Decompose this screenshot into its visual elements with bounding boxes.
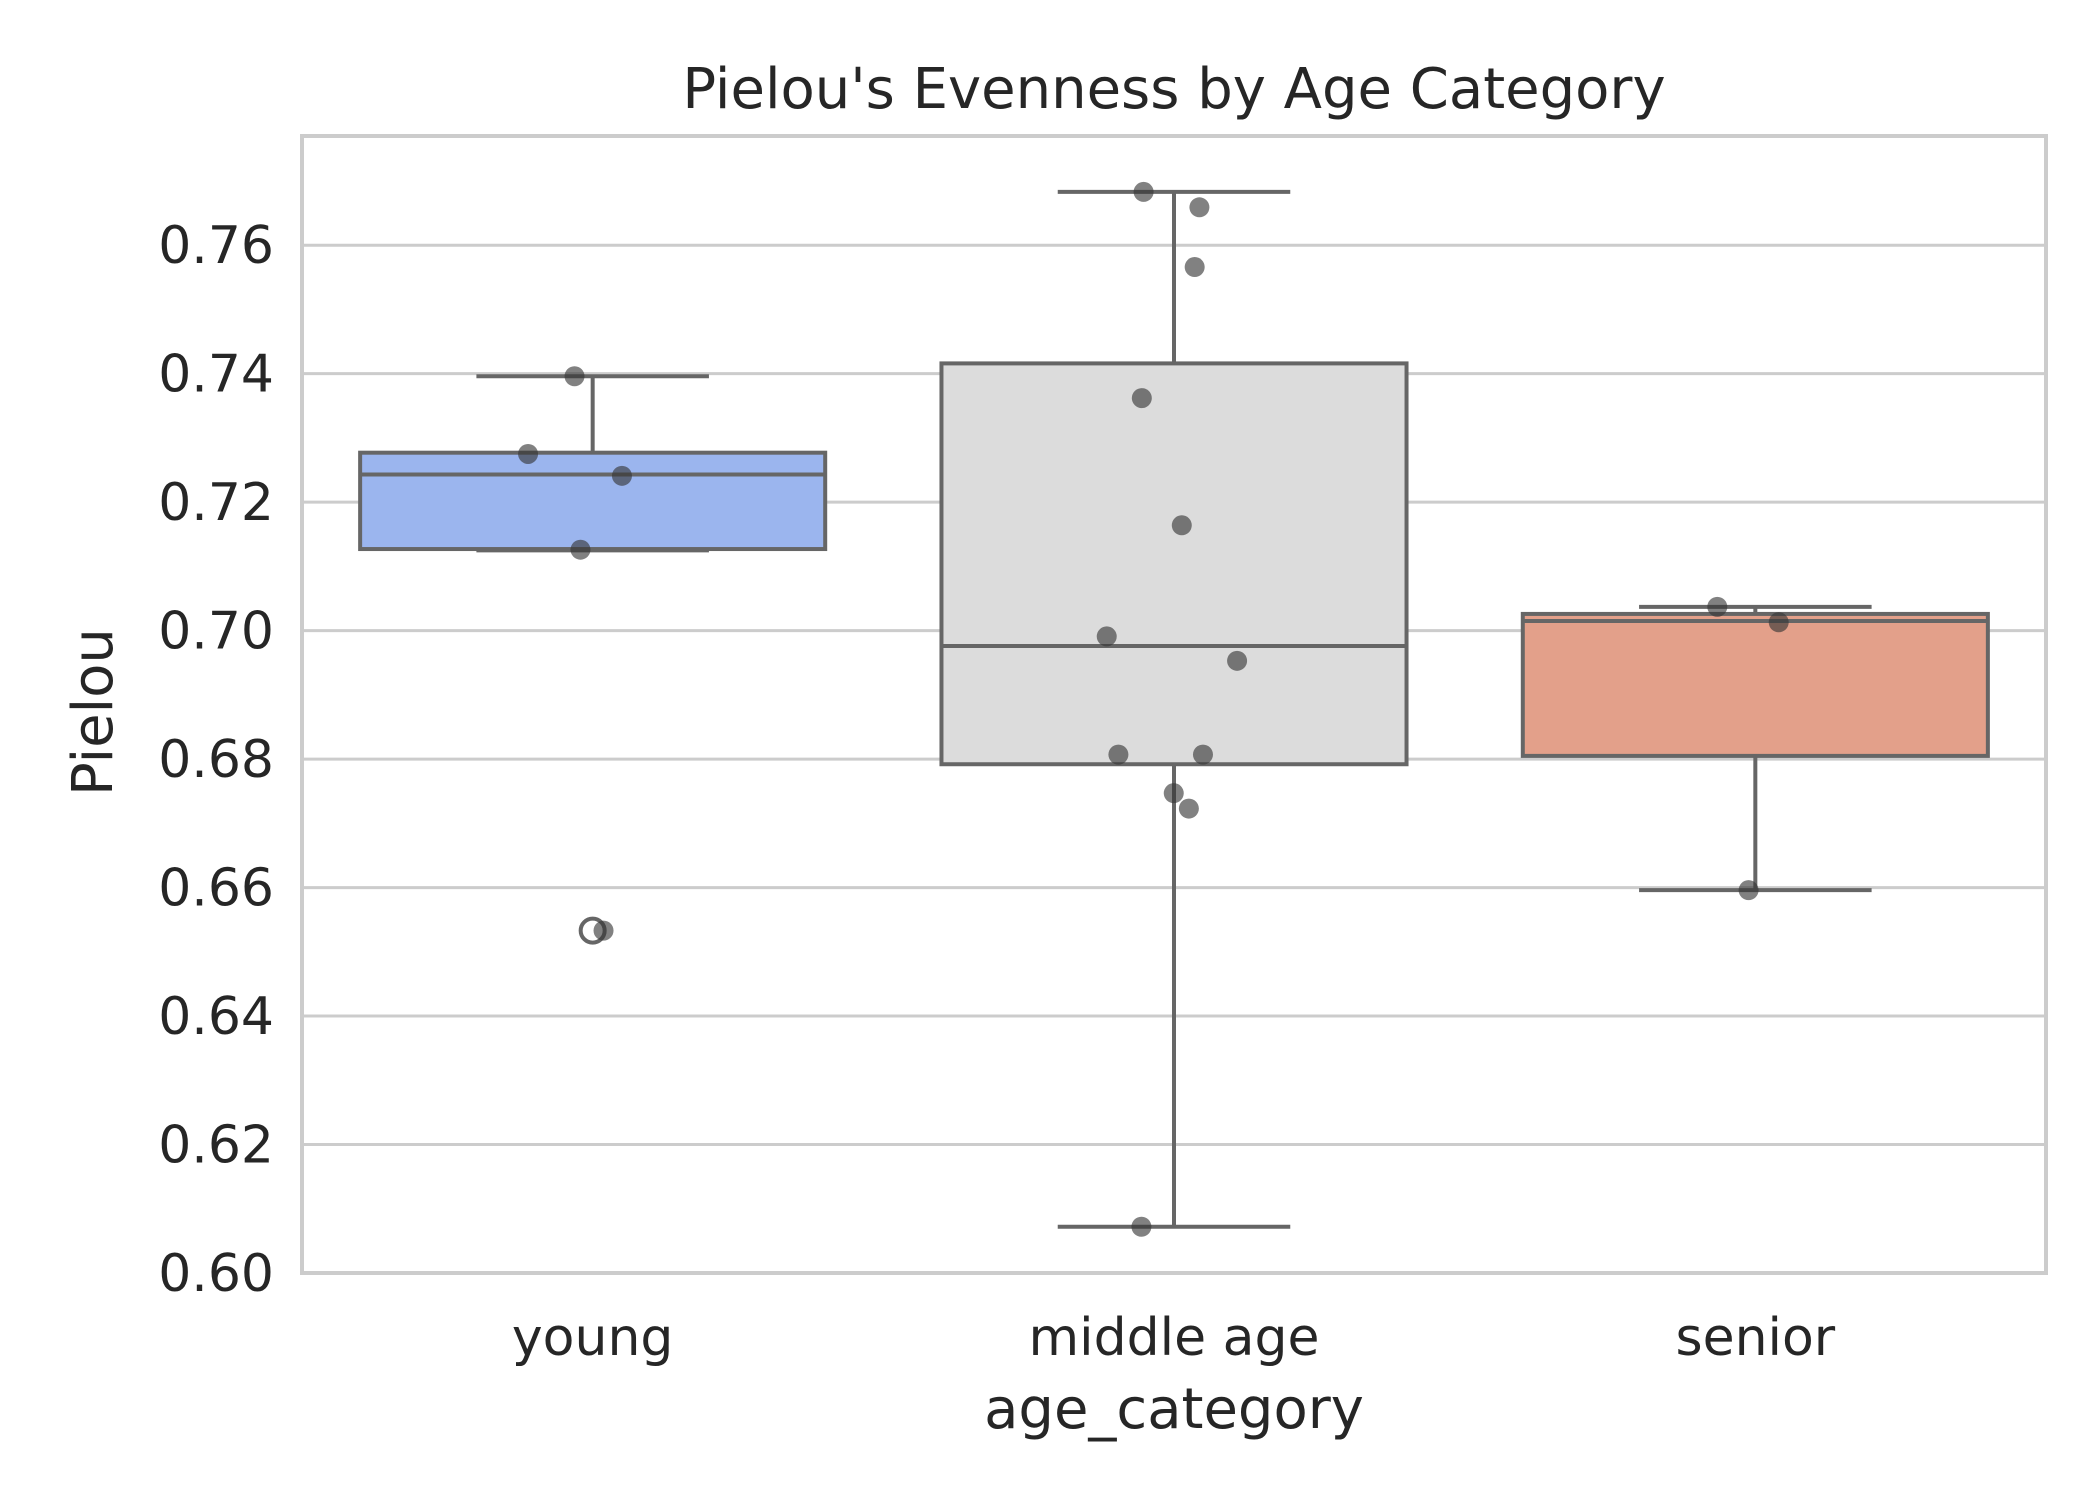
data-point xyxy=(518,443,539,464)
data-point xyxy=(1108,744,1129,765)
y-tick-label: 0.64 xyxy=(158,987,274,1047)
data-point xyxy=(1768,612,1789,633)
y-tick-label: 0.62 xyxy=(158,1116,274,1176)
data-point xyxy=(593,920,614,941)
y-tick-label: 0.72 xyxy=(158,473,274,533)
x-tick-label: senior xyxy=(1675,1308,1835,1368)
y-tick-label: 0.74 xyxy=(158,345,274,405)
data-point xyxy=(1171,515,1192,536)
data-point xyxy=(1163,783,1184,804)
data-point xyxy=(611,465,632,486)
box-group-senior xyxy=(1520,604,1990,893)
x-axis-ticks: young middle age senior xyxy=(512,1308,1836,1368)
data-point xyxy=(1178,798,1199,819)
data-point xyxy=(564,366,585,387)
data-point xyxy=(1131,388,1152,409)
x-tick-label: young xyxy=(512,1308,674,1368)
data-point xyxy=(570,539,591,560)
y-tick-label: 0.70 xyxy=(158,602,274,662)
box-group-middle-age xyxy=(939,189,1409,1229)
data-point xyxy=(1184,257,1205,278)
chart-title: Pielou's Evenness by Age Category xyxy=(682,57,1665,122)
data-point xyxy=(1707,596,1728,617)
y-tick-label: 0.68 xyxy=(158,730,274,790)
x-axis-label: age_category xyxy=(984,1377,1364,1442)
y-axis-ticks: 0.60 0.62 0.64 0.66 0.68 0.70 0.72 0.74 0.76 xyxy=(158,216,274,1304)
x-tick-label: middle age xyxy=(1029,1308,1320,1368)
data-point xyxy=(1131,1216,1152,1237)
y-axis-label: Pielou xyxy=(61,628,126,796)
strip-points xyxy=(518,181,1789,1237)
data-point xyxy=(1192,744,1213,765)
data-point xyxy=(1738,880,1759,901)
y-tick-label: 0.76 xyxy=(158,216,274,276)
data-point xyxy=(1096,626,1117,647)
data-point xyxy=(1227,650,1248,671)
iqr-box xyxy=(939,361,1409,767)
plot-frame xyxy=(300,134,2048,1275)
iqr-box xyxy=(358,450,828,552)
y-tick-label: 0.60 xyxy=(158,1244,274,1304)
iqr-box xyxy=(1520,611,1990,758)
y-tick-label: 0.66 xyxy=(158,859,274,919)
box-group-young xyxy=(358,374,828,945)
data-point xyxy=(1189,197,1210,218)
data-point xyxy=(1133,181,1154,202)
boxes xyxy=(358,189,1990,1229)
